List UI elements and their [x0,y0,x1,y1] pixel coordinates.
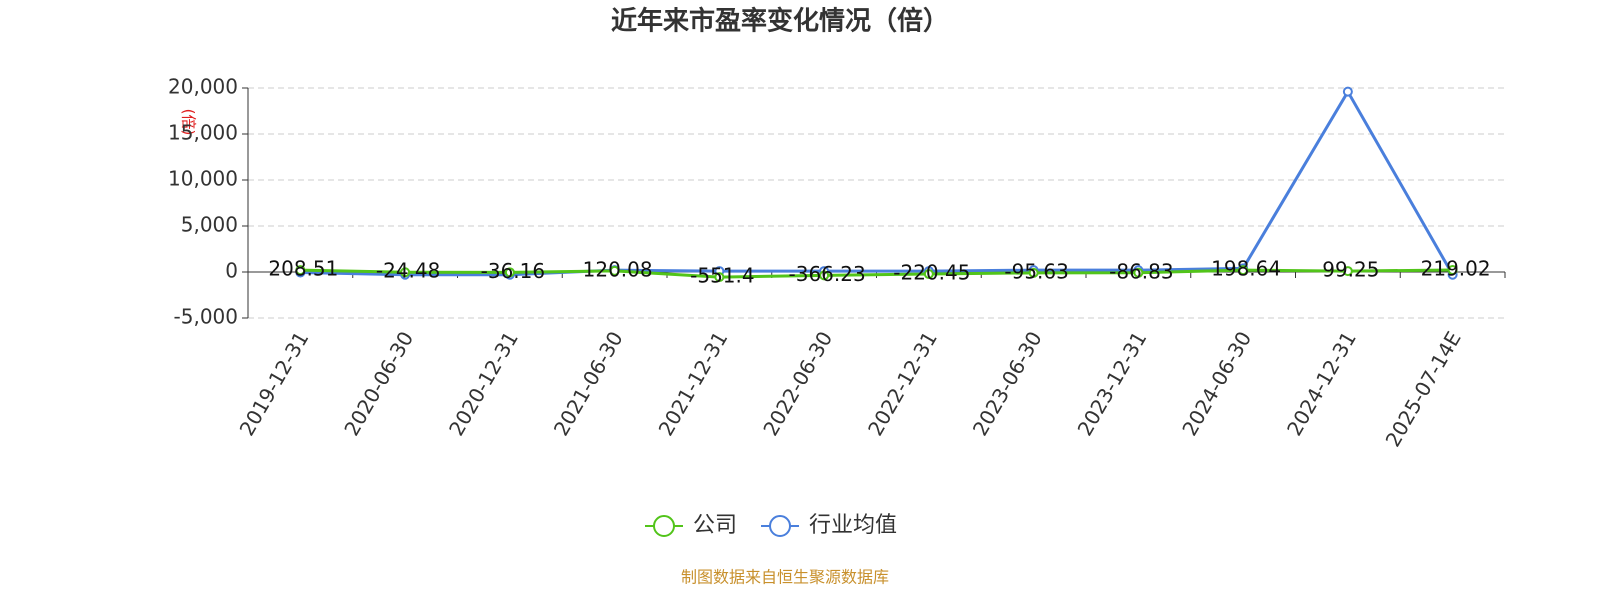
data-label: -24.48 [376,259,440,283]
y-tick-label: 5,000 [181,213,238,237]
point [295,265,306,276]
point [1238,265,1249,276]
x-tick-label: 2021-06-30 [549,327,628,440]
point [1028,267,1039,278]
data-label: -95.63 [1004,259,1068,283]
series-line [300,268,1453,279]
y-tick-label: 0 [225,259,238,283]
legend-marker [769,515,792,537]
point [504,267,515,278]
point [1447,264,1458,275]
data-label: -220.45 [893,261,970,285]
y-axis-label: (倍) [180,109,198,136]
point [1133,267,1144,278]
chart-title: 近年来市盈率变化情况（倍） [611,6,949,37]
x-tick-label: 2023-06-30 [968,327,1047,440]
series-line [300,88,1454,277]
y-tick-label: 20,000 [168,75,238,99]
y-tick-label: 10,000 [168,167,238,191]
data-label: 198.64 [1211,257,1281,281]
legend-label: 行业均值 [809,513,897,538]
point [400,267,411,278]
x-tick-label: 2025-07-14E [1380,327,1465,451]
data-label: 219.02 [1421,256,1491,280]
data-label: -36.16 [481,259,545,283]
data-label: -551.4 [690,264,754,288]
point [1342,86,1353,97]
x-tick-label: 2023-12-31 [1073,327,1152,440]
x-tick-label: 2020-06-30 [339,327,418,440]
point [819,270,830,281]
x-tick-label: 2024-12-31 [1282,327,1361,440]
legend-marker [653,515,675,537]
point [923,269,934,280]
y-tick-label: -5,000 [174,305,238,329]
source-note: 制图数据来自恒生聚源数据库 [681,568,889,587]
data-label: -86.83 [1109,259,1173,283]
point [1342,266,1353,277]
x-tick-label: 2022-06-30 [758,327,837,440]
x-tick-label: 2021-12-31 [654,327,733,440]
x-tick-label: 2024-06-30 [1177,327,1256,440]
data-label: -366.23 [789,262,866,286]
data-label: 99.25 [1322,258,1379,282]
data-label: 208.51 [268,257,338,281]
point [609,265,620,276]
legend-label: 公司 [693,513,737,538]
point [714,272,725,283]
y-tick-label: 15,000 [168,121,238,145]
x-tick-label: 2020-12-31 [444,327,523,440]
x-tick-label: 2022-12-31 [863,327,942,440]
x-tick-label: 2019-12-31 [235,327,314,440]
data-label: 120.08 [583,257,653,281]
